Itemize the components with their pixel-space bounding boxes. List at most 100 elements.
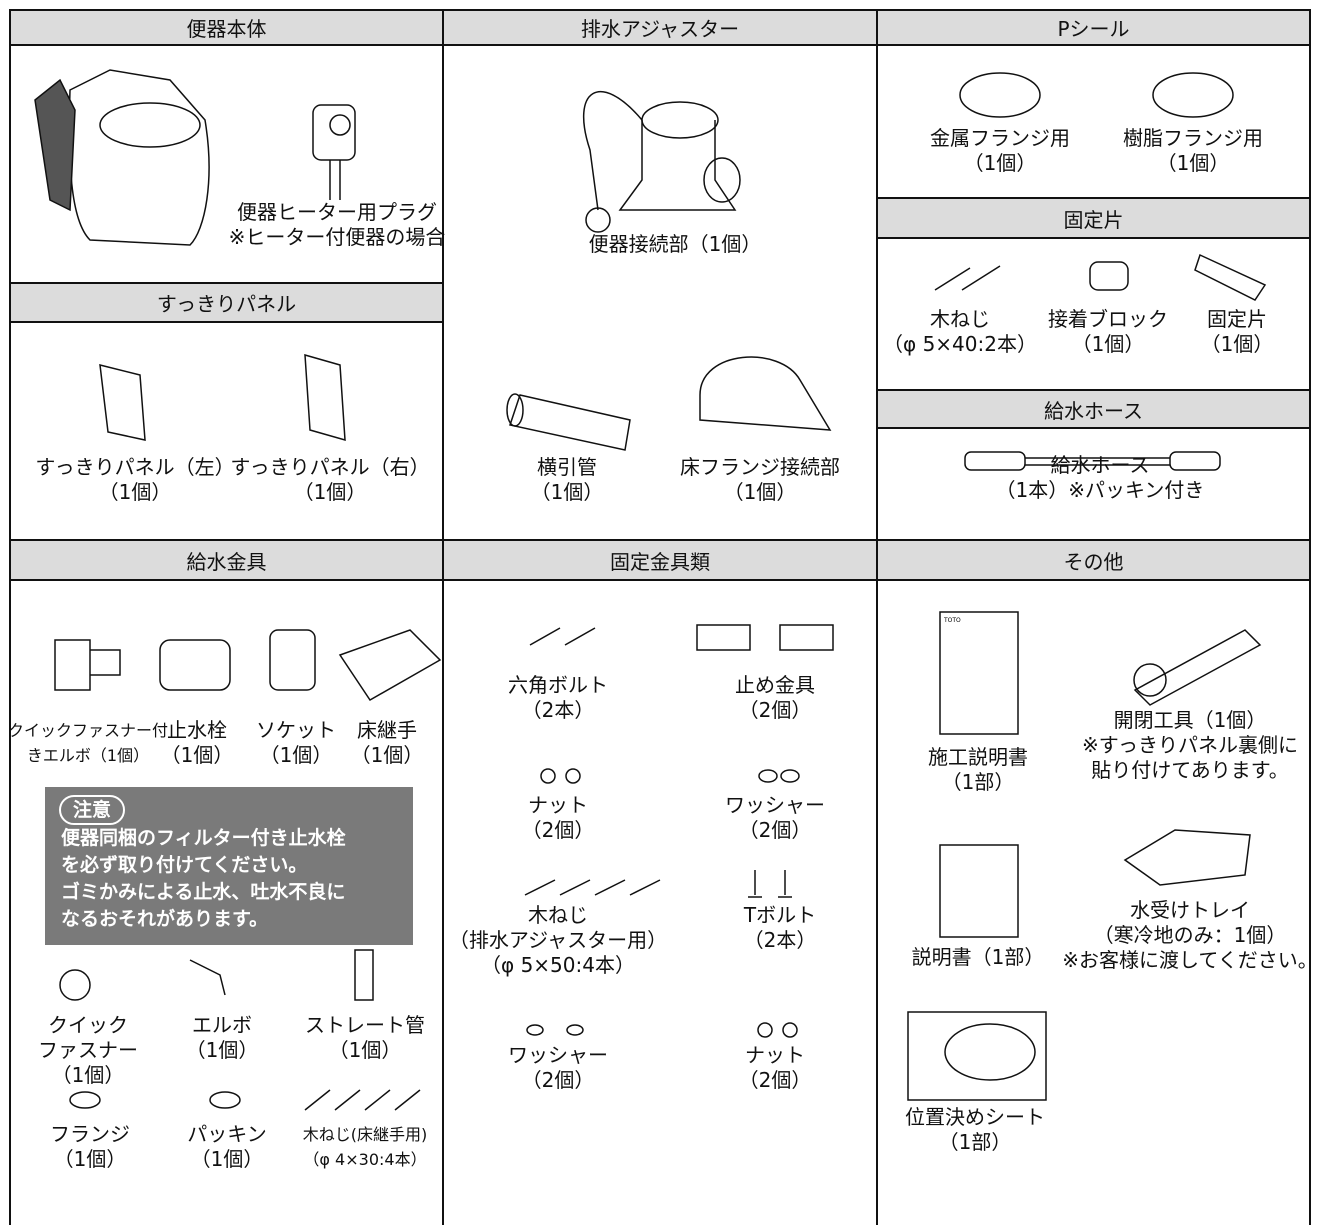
- section-header: すっきりパネル: [156, 292, 297, 316]
- label-line: （寒冷地のみ：1個）: [1093, 923, 1287, 947]
- item-label: クイックファスナー付 きエルボ（1個）: [0, 718, 248, 768]
- label-line: （2本）: [521, 698, 595, 722]
- section-header: 給水ホース: [1044, 398, 1143, 423]
- label-line: （φ 4×30:4本）: [303, 1150, 427, 1169]
- label-line: 止水栓: [167, 718, 227, 742]
- label-line: （2個）: [521, 1068, 595, 1092]
- label-line: （1個）: [723, 480, 797, 504]
- item-label: 六角ボルト （2本）: [398, 673, 718, 723]
- item-label: 止水栓 （1個）: [37, 718, 357, 768]
- label-line: フランジ: [50, 1122, 130, 1146]
- label-line: （1個）: [1156, 151, 1230, 175]
- label-line: （1部）: [941, 770, 1015, 794]
- label-line: （1個）: [259, 743, 333, 767]
- label-line: 給水ホース: [1050, 453, 1150, 477]
- label-line: （2個）: [738, 818, 812, 842]
- label-line: （2本）: [743, 928, 817, 952]
- label-line: 接着ブロック: [1048, 307, 1168, 331]
- caution-box: 注意 便器同梱のフィルター付き止水栓 を必ず取り付けてください。 ゴミかみによる止水…: [45, 787, 413, 945]
- item-label: 床継手 （1個）: [227, 718, 547, 768]
- label-line: （1個）: [190, 1147, 264, 1171]
- label-line: （1個）: [350, 743, 424, 767]
- item-label: 木ねじ(床継手用) （φ 4×30:4本）: [205, 1122, 525, 1172]
- label-line: ワッシャー: [725, 793, 825, 817]
- label-line: （φ 5×50:4本）: [481, 953, 635, 977]
- item-label: 横引管 （1個）: [407, 455, 727, 505]
- label-line: 樹脂フランジ用: [1123, 126, 1263, 150]
- label-line: （φ 5×40:2本）: [883, 332, 1037, 356]
- item-label: 固定片 （1個）: [1077, 307, 1318, 357]
- item-label: ワッシャー （2個）: [615, 793, 935, 843]
- label-line: ※お客様に渡してください。: [1062, 948, 1318, 972]
- item-label: ストレート管 （1個）: [205, 1013, 525, 1063]
- caution-line: ゴミかみによる止水、吐水不良に: [61, 881, 346, 903]
- label-line: ※すっきりパネル裏側に: [1082, 733, 1298, 757]
- label-line: すっきりパネル（右）: [230, 455, 430, 479]
- item-label: エルボ （1個）: [62, 1013, 382, 1063]
- label-line: 木ねじ: [528, 903, 588, 927]
- label-line: 開閉工具（1個）: [1113, 708, 1267, 732]
- label-line: （1個）: [963, 151, 1037, 175]
- label-line: 説明書（1部）: [911, 945, 1045, 969]
- caution-line: を必ず取り付けてください。: [61, 854, 308, 876]
- label-line: ※ヒーター付便器の場合: [228, 225, 446, 249]
- label-line: （排水アジャスター用）: [448, 928, 668, 952]
- section-header: 便器本体: [186, 17, 267, 41]
- label-line: ナット: [528, 793, 588, 817]
- item-label: パッキン （1個）: [67, 1122, 387, 1172]
- label-line: 位置決めシート: [905, 1105, 1045, 1129]
- label-line: 貼り付けてあります。: [1091, 758, 1289, 782]
- item-label: すっきりパネル（左） （1個）: [0, 455, 295, 505]
- item-label: 位置決めシート （1部）: [815, 1105, 1135, 1155]
- caution-line: なるおそれがあります。: [61, 908, 269, 930]
- label-line: ナット: [745, 1043, 805, 1067]
- label-line: （1本）※パッキン付き: [995, 478, 1205, 502]
- label-line: 施工説明書: [928, 745, 1028, 769]
- label-line: すっきりパネル（左）: [35, 455, 235, 479]
- item-label: 床フランジ接続部 （1個）: [600, 455, 920, 505]
- section-header: 排水アジャスター: [580, 17, 740, 41]
- item-label: ソケット （1個）: [136, 718, 456, 768]
- item-label: すっきりパネル（右） （1個）: [170, 455, 490, 505]
- label-line: エルボ: [192, 1013, 252, 1037]
- item-label: 開閉工具（1個） ※すっきりパネル裏側に 貼り付けてあります。: [1030, 708, 1318, 783]
- label-line: 便器ヒーター用プラグ: [237, 200, 437, 224]
- item-label: 木ねじ （φ 5×40:2本）: [800, 307, 1120, 357]
- label-line: ワッシャー: [508, 1043, 608, 1067]
- label-line: 木ねじ: [930, 307, 990, 331]
- label-line: クイック: [48, 1013, 128, 1037]
- section-header: Pシール: [1057, 17, 1130, 41]
- item-label: 便器ヒーター用プラグ ※ヒーター付便器の場合: [177, 200, 497, 250]
- label-line: （1個）: [53, 1147, 127, 1171]
- caution-title: 注意: [59, 795, 126, 825]
- item-label: フランジ （1個）: [0, 1122, 250, 1172]
- label-line: 六角ボルト: [508, 673, 608, 697]
- item-label: 金属フランジ用 （1個）: [840, 126, 1160, 176]
- item-label: 止め金具 （2個）: [615, 673, 935, 723]
- label-line: 金属フランジ用: [930, 126, 1070, 150]
- label-line: （2個）: [738, 698, 812, 722]
- item-label: ワッシャー （2個）: [398, 1043, 718, 1093]
- label-line: 床フランジ接続部: [680, 455, 840, 479]
- label-line: ストレート管: [305, 1013, 425, 1037]
- label-line: ファスナー: [38, 1038, 138, 1062]
- label-line: 木ねじ(床継手用): [302, 1125, 428, 1144]
- item-label: 木ねじ （排水アジャスター用） （φ 5×50:4本）: [398, 903, 718, 978]
- label-line: 水受けトレイ: [1130, 898, 1250, 922]
- item-label: 樹脂フランジ用 （1個）: [1033, 126, 1318, 176]
- section-header: 給水金具: [186, 549, 267, 574]
- item-label: Tボルト （2本）: [620, 903, 940, 953]
- label-line: （1個）: [51, 1063, 125, 1087]
- label-line: （1個）: [530, 480, 604, 504]
- item-label: ナット （2個）: [398, 793, 718, 843]
- label-line: （2個）: [521, 818, 595, 842]
- section-header: その他: [1063, 549, 1124, 574]
- label-line: （1個）: [293, 480, 367, 504]
- label-line: Tボルト: [743, 903, 817, 927]
- item-label: 水受けトレイ （寒冷地のみ：1個） ※お客様に渡してください。: [1030, 898, 1318, 973]
- label-line: クイックファスナー付: [7, 721, 168, 740]
- label-line: 固定片: [1207, 307, 1267, 331]
- label-line: （2個）: [738, 1068, 812, 1092]
- label-line: （1個）: [328, 1038, 402, 1062]
